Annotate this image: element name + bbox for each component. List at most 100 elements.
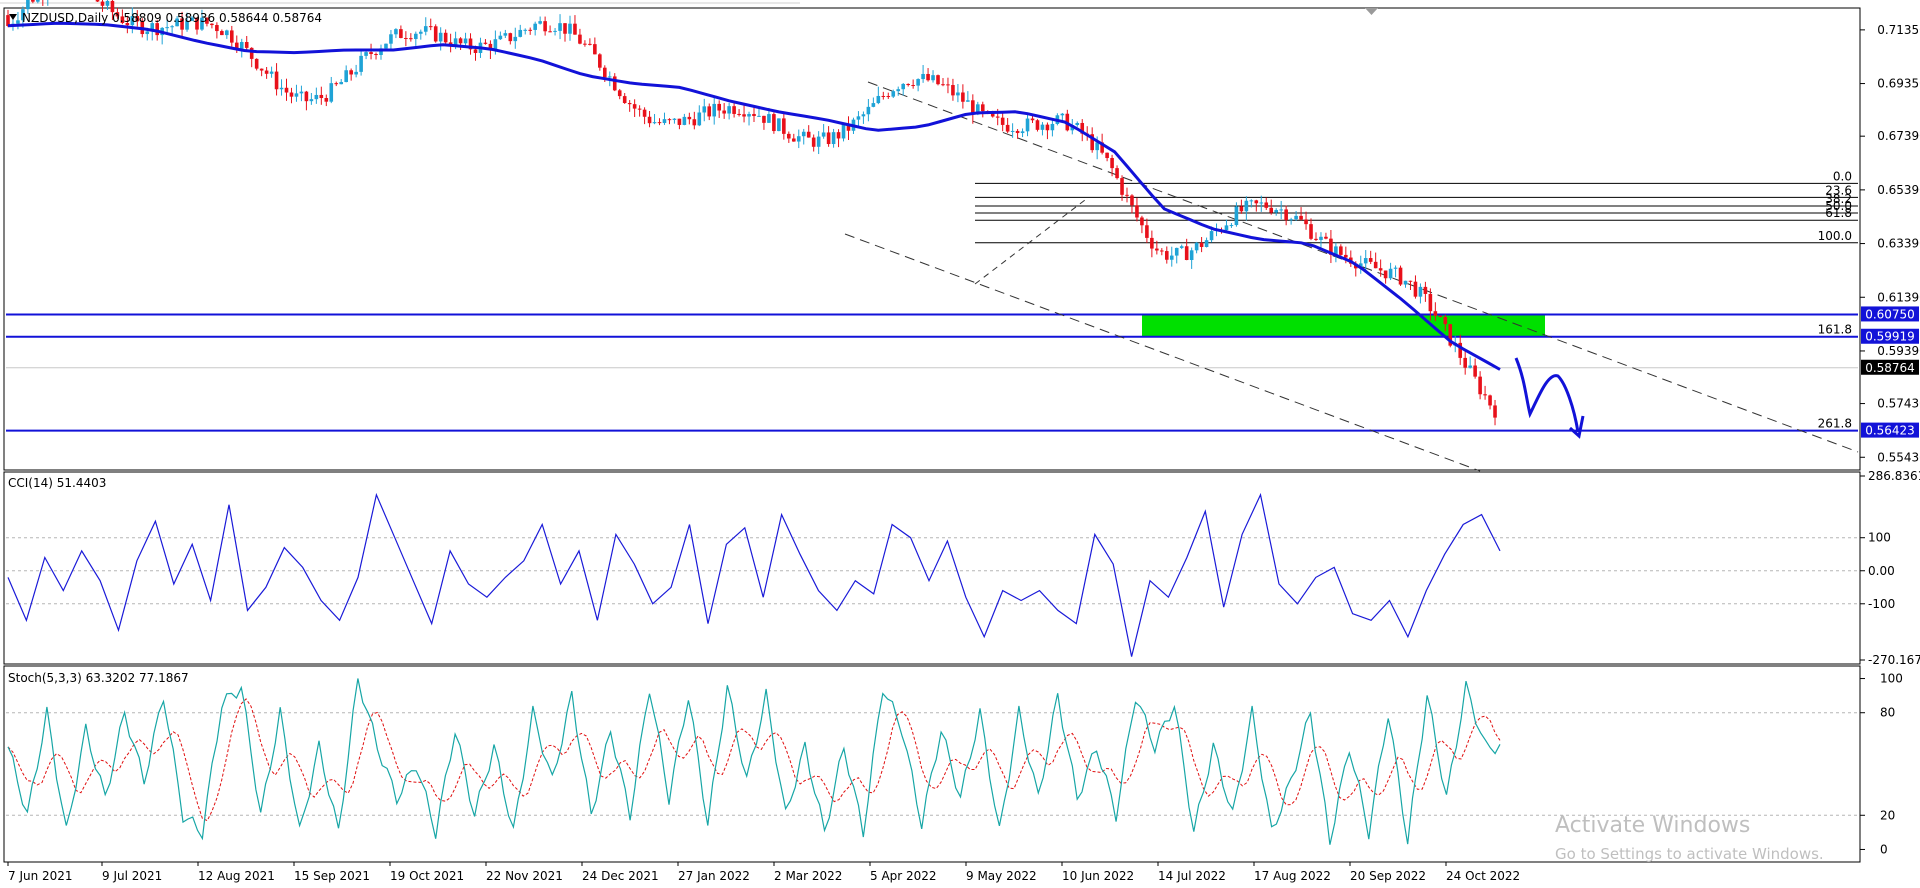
cci-tick-label: 100 [1868, 531, 1891, 545]
candle-body [513, 36, 518, 42]
candle-body [1155, 248, 1159, 251]
candle-body [806, 131, 811, 138]
candle-body [558, 23, 562, 31]
candle-body [1324, 236, 1328, 239]
price-level-label: 0.56423 [1865, 424, 1915, 438]
candle-body [921, 73, 925, 80]
candle-body [692, 119, 697, 126]
stoch-pane[interactable] [3, 665, 1861, 863]
candle-body [841, 124, 846, 139]
candle-body [1095, 142, 1099, 151]
cci-line [7, 492, 1501, 657]
candle-body [697, 112, 702, 126]
fib-label: 61.8 [1825, 206, 1852, 220]
candle-body [995, 116, 1000, 118]
candle-body [1150, 237, 1154, 249]
candle-body [682, 116, 687, 125]
candle-body [185, 20, 189, 30]
candle-body [652, 122, 657, 124]
candle-body [344, 70, 348, 83]
candle-body [468, 38, 473, 50]
candle-body [752, 113, 756, 117]
candle-body [1020, 131, 1025, 134]
candle-body [433, 26, 438, 42]
watermark-title: Activate Windows [1555, 813, 1750, 838]
candle-body [1363, 258, 1368, 264]
stoch-tick-label: 0 [1880, 842, 1888, 856]
candle-body [1259, 202, 1264, 204]
candle-body [1045, 124, 1050, 131]
current-price-tag [1861, 359, 1919, 375]
candle-body [1135, 205, 1139, 218]
candle-body [225, 30, 229, 36]
candle-body [349, 70, 353, 75]
candle-body [787, 133, 791, 139]
candle-body [190, 17, 194, 21]
candle-body [1035, 120, 1040, 130]
chart-shift-icon[interactable] [1365, 8, 1378, 15]
cci-tick-label: -100 [1868, 597, 1895, 611]
fib-label: 0.0 [1833, 169, 1852, 183]
candle-body [1010, 130, 1015, 132]
date-tick-label: 12 Aug 2021 [198, 869, 275, 883]
candle-body [702, 106, 707, 113]
candle-body [220, 31, 224, 36]
candle-body [946, 84, 950, 86]
candle-body [732, 106, 736, 114]
candle-body [1025, 118, 1030, 132]
candle-body [195, 17, 199, 30]
stoch-tick-label: 100 [1880, 672, 1903, 686]
date-tick-label: 17 Aug 2022 [1254, 869, 1331, 883]
candle-body [667, 119, 672, 121]
candle-body [1249, 200, 1254, 202]
candle-body [230, 30, 234, 43]
candle-body [473, 49, 478, 53]
candle-body [1319, 236, 1323, 240]
candle-body [707, 106, 712, 117]
candle-body [951, 85, 955, 96]
candle-body [777, 118, 781, 132]
cci-title: CCI(14) 51.4403 [8, 476, 106, 490]
candle-body [1488, 395, 1492, 406]
candle-body [598, 54, 602, 68]
candle-body [299, 91, 304, 94]
triangle-down-icon[interactable] [9, 14, 17, 20]
candle-body [409, 38, 413, 40]
candle-body [1229, 225, 1234, 227]
candle-body [105, 0, 110, 6]
price-level-tag [1861, 422, 1919, 438]
candle-body [568, 23, 572, 34]
candle-body [533, 23, 537, 30]
candle-body [1244, 200, 1249, 212]
candle-body [1060, 113, 1065, 116]
candle-body [1209, 231, 1214, 241]
cci-pane[interactable] [3, 471, 1861, 665]
candle-body [836, 132, 841, 139]
candle-body [483, 42, 488, 44]
price-pane[interactable] [3, 7, 1861, 471]
candle-body [1443, 316, 1448, 325]
candle-body [747, 113, 751, 117]
candle-body [324, 98, 329, 102]
candle-body [1174, 247, 1179, 256]
cci-tick-label: -270.1672 [1868, 653, 1920, 667]
candle-body [264, 70, 269, 74]
candle-body [1224, 225, 1229, 231]
candle-body [762, 115, 766, 123]
candle-body [314, 94, 319, 100]
candle-body [1125, 194, 1129, 196]
candle-body [1160, 250, 1164, 252]
candle-body [1284, 209, 1288, 221]
date-tick-label: 2 Mar 2022 [774, 869, 842, 883]
candle-body [990, 112, 995, 117]
candle-body [672, 118, 677, 120]
cci-tick-label: 286.8361 [1868, 469, 1920, 483]
candle-body [956, 92, 960, 96]
candle-body [742, 114, 746, 117]
candle-body [1184, 246, 1189, 260]
candle-body [563, 23, 567, 34]
candle-body [458, 38, 463, 44]
candle-body [1334, 246, 1338, 255]
